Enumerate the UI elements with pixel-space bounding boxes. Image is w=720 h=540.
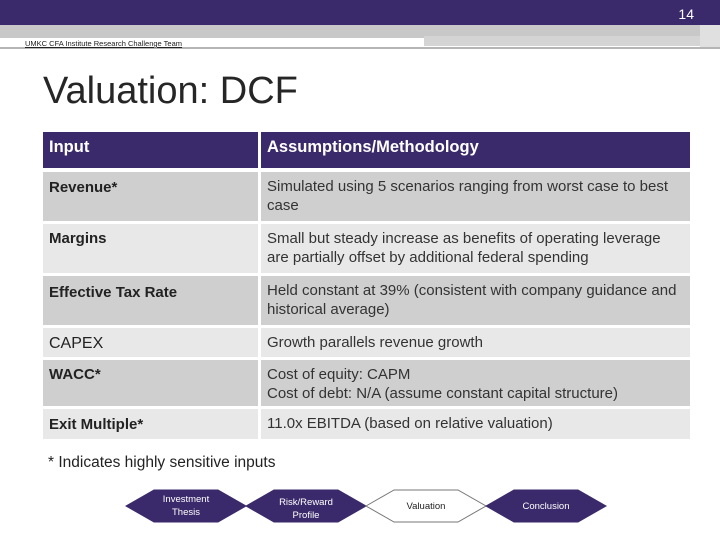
header-tab [700, 25, 720, 47]
row-method: Simulated using 5 scenarios ranging from… [261, 172, 690, 221]
nav-label-conclusion: Conclusion [522, 501, 570, 512]
header-stripe-secondary [424, 36, 720, 46]
table-row: Exit Multiple* 11.0x EBITDA (based on re… [43, 409, 690, 439]
header-methodology: Assumptions/Methodology [261, 132, 690, 168]
row-input: Margins [43, 224, 258, 273]
row-method: Held constant at 39% (consistent with co… [261, 276, 690, 325]
table-header-row: Input Assumptions/Methodology [43, 132, 690, 168]
dcf-assumptions-table: Input Assumptions/Methodology Revenue* S… [43, 132, 690, 439]
nav-label-investment-thesis: Investment Thesis [162, 494, 210, 518]
nav-label-risk-reward: Risk/Reward Profile [279, 497, 333, 521]
row-method: Small but steady increase as benefits of… [261, 224, 690, 273]
section-navigation: Investment Thesis Risk/Reward Profile Va… [0, 478, 720, 538]
slide-title: Valuation: DCF [43, 70, 298, 112]
page-number: 14 [678, 6, 694, 22]
row-input: Revenue* [43, 172, 258, 221]
nav-shapes [124, 489, 608, 523]
table-row: Margins Small but steady increase as ben… [43, 224, 690, 273]
row-input: WACC* [43, 360, 258, 406]
header-stripe [0, 25, 720, 38]
row-input: Effective Tax Rate [43, 276, 258, 325]
nav-label-valuation: Valuation [406, 501, 446, 512]
sensitivity-note: * Indicates highly sensitive inputs [48, 454, 276, 471]
table-row: Revenue* Simulated using 5 scenarios ran… [43, 172, 690, 221]
row-method-line: Cost of equity: CAPM [267, 366, 411, 383]
table-row: WACC* Cost of equity: CAPM Cost of debt:… [43, 360, 690, 406]
row-method-line: Cost of debt: N/A (assume constant capit… [267, 385, 618, 402]
row-input: CAPEX [43, 328, 258, 357]
table-row: Effective Tax Rate Held constant at 39% … [43, 276, 690, 325]
row-method: 11.0x EBITDA (based on relative valuatio… [261, 409, 690, 439]
row-input: Exit Multiple* [43, 409, 258, 439]
row-method: Cost of equity: CAPM Cost of debt: N/A (… [261, 360, 690, 406]
top-bar: 14 [0, 0, 720, 25]
nav-item-conclusion[interactable] [484, 489, 608, 523]
row-method: Growth parallels revenue growth [261, 328, 690, 357]
header-divider [0, 47, 720, 49]
table-row: CAPEX Growth parallels revenue growth [43, 328, 690, 357]
team-label: UMKC CFA Institute Research Challenge Te… [25, 39, 183, 48]
header-input: Input [43, 132, 258, 168]
